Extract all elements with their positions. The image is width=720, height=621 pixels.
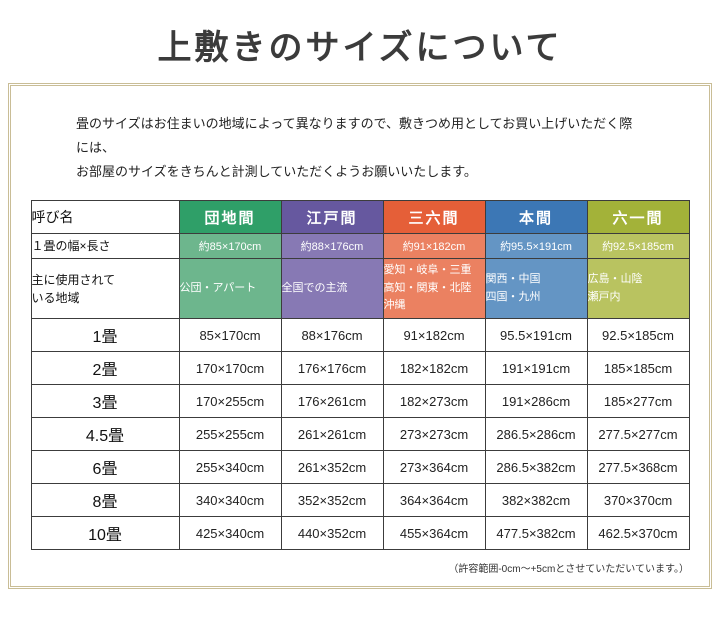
data-cell: 182×182cm <box>382 351 486 386</box>
region-cell: 関西・中国 四国・九州 <box>484 258 588 320</box>
size-cell: 約92.5×185cm <box>586 233 690 260</box>
data-cell: 91×182cm <box>382 318 486 353</box>
table-row: 2畳 170×170cm 176×176cm 182×182cm 191×191… <box>30 351 690 386</box>
size-cell: 約85×170cm <box>178 233 282 260</box>
row-label: 1畳 <box>30 318 180 353</box>
region-cell: 広島・山陰 瀬戸内 <box>586 258 690 320</box>
data-cell: 277.5×277cm <box>586 417 690 452</box>
size-cell: 約88×176cm <box>280 233 384 260</box>
table-row: 8畳 340×340cm 352×352cm 364×364cm 382×382… <box>30 483 690 518</box>
data-cell: 273×273cm <box>382 417 486 452</box>
data-cell: 92.5×185cm <box>586 318 690 353</box>
data-cell: 273×364cm <box>382 450 486 485</box>
data-cell: 191×191cm <box>484 351 588 386</box>
table-row: 10畳 425×340cm 440×352cm 455×364cm 477.5×… <box>30 516 690 551</box>
size-cell: 約91×182cm <box>382 233 486 260</box>
data-cell: 340×340cm <box>178 483 282 518</box>
table-row: 3畳 170×255cm 176×261cm 182×273cm 191×286… <box>30 384 690 419</box>
table-row: 6畳 255×340cm 261×352cm 273×364cm 286.5×3… <box>30 450 690 485</box>
data-cell: 286.5×286cm <box>484 417 588 452</box>
data-cell: 85×170cm <box>178 318 282 353</box>
row-label: 3畳 <box>30 384 180 419</box>
corner-label: 呼び名 <box>30 200 180 235</box>
data-cell: 477.5×382cm <box>484 516 588 551</box>
row-label: 10畳 <box>30 516 180 551</box>
data-cell: 185×277cm <box>586 384 690 419</box>
data-cell: 382×382cm <box>484 483 588 518</box>
data-cell: 352×352cm <box>280 483 384 518</box>
tatami-size-table: 呼び名 団地間 江戸間 三六間 本間 六一間 １畳の幅×長さ 約85×170cm… <box>30 200 690 551</box>
table-row: 4.5畳 255×255cm 261×261cm 273×273cm 286.5… <box>30 417 690 452</box>
data-cell: 176×261cm <box>280 384 384 419</box>
data-cell: 286.5×382cm <box>484 450 588 485</box>
table-header-row: 呼び名 団地間 江戸間 三六間 本間 六一間 <box>30 200 690 235</box>
data-cell: 462.5×370cm <box>586 516 690 551</box>
data-cell: 176×176cm <box>280 351 384 386</box>
row-label: 6畳 <box>30 450 180 485</box>
region-cell: 全国での主流 <box>280 258 384 320</box>
column-header-edoma: 江戸間 <box>280 200 384 235</box>
column-header-danchima: 団地間 <box>178 200 282 235</box>
table-row: 1畳 85×170cm 88×176cm 91×182cm 95.5×191cm… <box>30 318 690 353</box>
data-cell: 364×364cm <box>382 483 486 518</box>
size-cell: 約95.5×191cm <box>484 233 588 260</box>
region-cell: 愛知・岐阜・三重 高知・関東・北陸 沖縄 <box>382 258 486 320</box>
data-cell: 88×176cm <box>280 318 384 353</box>
data-cell: 185×185cm <box>586 351 690 386</box>
data-cell: 170×255cm <box>178 384 282 419</box>
data-cell: 440×352cm <box>280 516 384 551</box>
intro-line-1: 畳のサイズはお住まいの地域によって異なりますので、敷きつめ用としてお買い上げいた… <box>76 116 633 156</box>
data-cell: 191×286cm <box>484 384 588 419</box>
data-cell: 370×370cm <box>586 483 690 518</box>
intro-text: 畳のサイズはお住まいの地域によって異なりますので、敷きつめ用としてお買い上げいた… <box>76 112 644 184</box>
page-title: 上敷きのサイズについて <box>157 30 563 67</box>
data-cell: 95.5×191cm <box>484 318 588 353</box>
row-label: 4.5畳 <box>30 417 180 452</box>
data-cell: 455×364cm <box>382 516 486 551</box>
size-row: １畳の幅×長さ 約85×170cm 約88×176cm 約91×182cm 約9… <box>30 233 690 260</box>
column-header-honma: 本間 <box>484 200 588 235</box>
tolerance-footnote: （許容範囲-0cm～+5cmとさせていただいています。） <box>448 564 689 576</box>
data-cell: 277.5×368cm <box>586 450 690 485</box>
content-frame: 畳のサイズはお住まいの地域によって異なりますので、敷きつめ用としてお買い上げいた… <box>8 83 712 589</box>
region-cell: 公団・アパート <box>178 258 282 320</box>
data-cell: 255×255cm <box>178 417 282 452</box>
data-cell: 182×273cm <box>382 384 486 419</box>
data-cell: 261×261cm <box>280 417 384 452</box>
row-label: 8畳 <box>30 483 180 518</box>
column-header-sabuma: 三六間 <box>382 200 486 235</box>
row-label: 2畳 <box>30 351 180 386</box>
data-cell: 425×340cm <box>178 516 282 551</box>
data-cell: 261×352cm <box>280 450 384 485</box>
region-row: 主に使用されて いる地域 公団・アパート 全国での主流 愛知・岐阜・三重 高知・… <box>30 258 690 320</box>
data-cell: 255×340cm <box>178 450 282 485</box>
region-row-label: 主に使用されて いる地域 <box>30 258 180 320</box>
intro-line-2: お部屋のサイズをきちんと計測していただくようお願いいたします。 <box>76 164 477 180</box>
column-header-rokuichima: 六一間 <box>586 200 690 235</box>
data-cell: 170×170cm <box>178 351 282 386</box>
size-row-label: １畳の幅×長さ <box>30 233 180 260</box>
